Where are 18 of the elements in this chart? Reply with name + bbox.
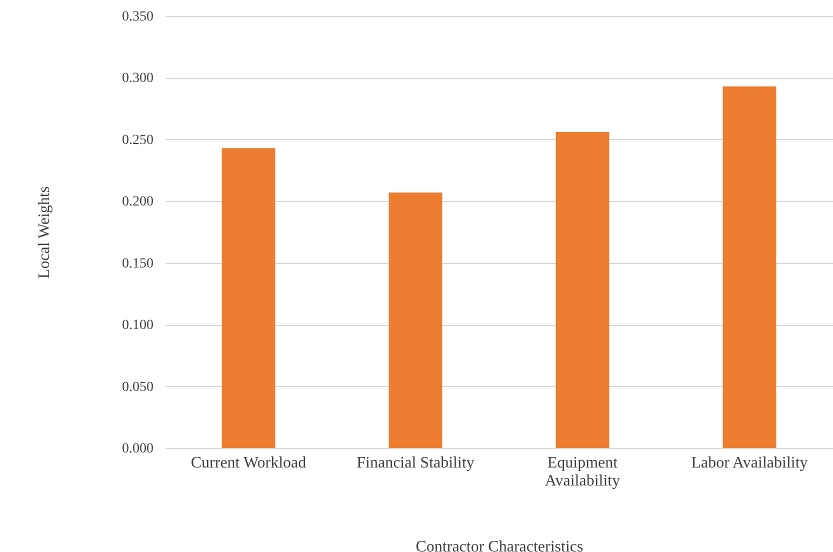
x-tick-label: Financial Stability <box>356 454 474 472</box>
bar <box>388 192 442 448</box>
x-tick-label: Labor Availability <box>691 454 808 472</box>
bar <box>556 132 610 448</box>
y-tick-label: 0.250 <box>122 132 154 148</box>
y-axis-title: Local Weights <box>36 186 53 279</box>
x-tick-label: Equipment Availability <box>544 454 620 490</box>
bar <box>722 86 776 448</box>
y-tick-label: 0.050 <box>122 380 154 395</box>
y-tick-label: 0.150 <box>122 256 154 272</box>
y-tick-label: 0.000 <box>122 442 154 456</box>
bar <box>222 148 276 448</box>
y-tick-label: 0.350 <box>122 10 154 24</box>
x-tick-label: Current Workload <box>190 454 306 472</box>
y-tick-label: 0.100 <box>122 318 154 334</box>
y-tick-label: 0.200 <box>122 194 154 210</box>
x-axis-title: Contractor Characteristics <box>416 538 584 552</box>
y-tick-label: 0.300 <box>122 71 154 86</box>
